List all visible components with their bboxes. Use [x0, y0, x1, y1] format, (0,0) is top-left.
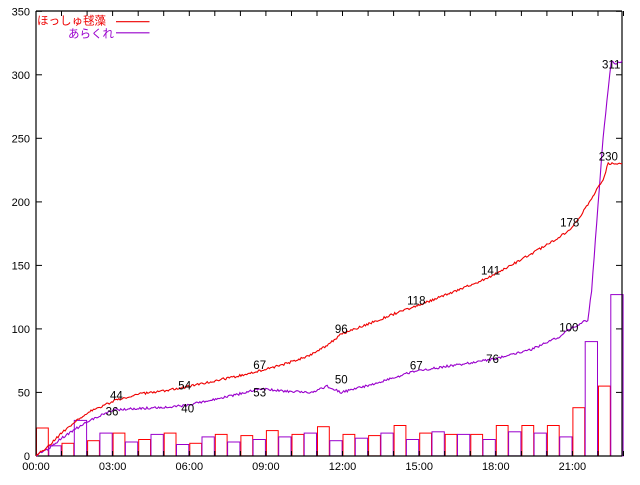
svg-text:06:00: 06:00	[176, 461, 204, 473]
svg-text:100: 100	[12, 324, 30, 336]
svg-text:03:00: 03:00	[99, 461, 127, 473]
svg-text:311: 311	[602, 59, 620, 71]
svg-text:ほっしゅ毬藻: ほっしゅ毬藻	[37, 15, 106, 28]
svg-text:50: 50	[18, 387, 30, 399]
svg-text:67: 67	[253, 360, 266, 372]
svg-text:67: 67	[410, 361, 423, 373]
svg-text:118: 118	[407, 296, 425, 308]
svg-text:53: 53	[253, 388, 266, 400]
svg-text:50: 50	[335, 375, 348, 387]
svg-text:300: 300	[12, 70, 30, 82]
svg-text:40: 40	[181, 403, 194, 415]
svg-text:54: 54	[178, 380, 191, 392]
svg-text:00:00: 00:00	[22, 461, 50, 473]
svg-text:あらくれ: あらくれ	[68, 28, 114, 41]
svg-text:76: 76	[486, 354, 499, 366]
svg-text:250: 250	[12, 133, 30, 145]
svg-text:350: 350	[12, 6, 30, 18]
svg-text:15:00: 15:00	[405, 461, 433, 473]
svg-text:200: 200	[12, 197, 30, 209]
svg-text:150: 150	[12, 260, 30, 272]
svg-text:96: 96	[335, 324, 348, 336]
svg-text:141: 141	[481, 265, 500, 277]
svg-text:44: 44	[110, 391, 123, 403]
svg-text:178: 178	[560, 218, 579, 230]
svg-text:21:00: 21:00	[559, 461, 587, 473]
svg-text:18:00: 18:00	[482, 461, 510, 473]
svg-text:36: 36	[106, 406, 119, 418]
svg-text:09:00: 09:00	[252, 461, 280, 473]
svg-text:100: 100	[559, 323, 578, 335]
svg-text:230: 230	[599, 152, 618, 164]
svg-text:12:00: 12:00	[329, 461, 357, 473]
